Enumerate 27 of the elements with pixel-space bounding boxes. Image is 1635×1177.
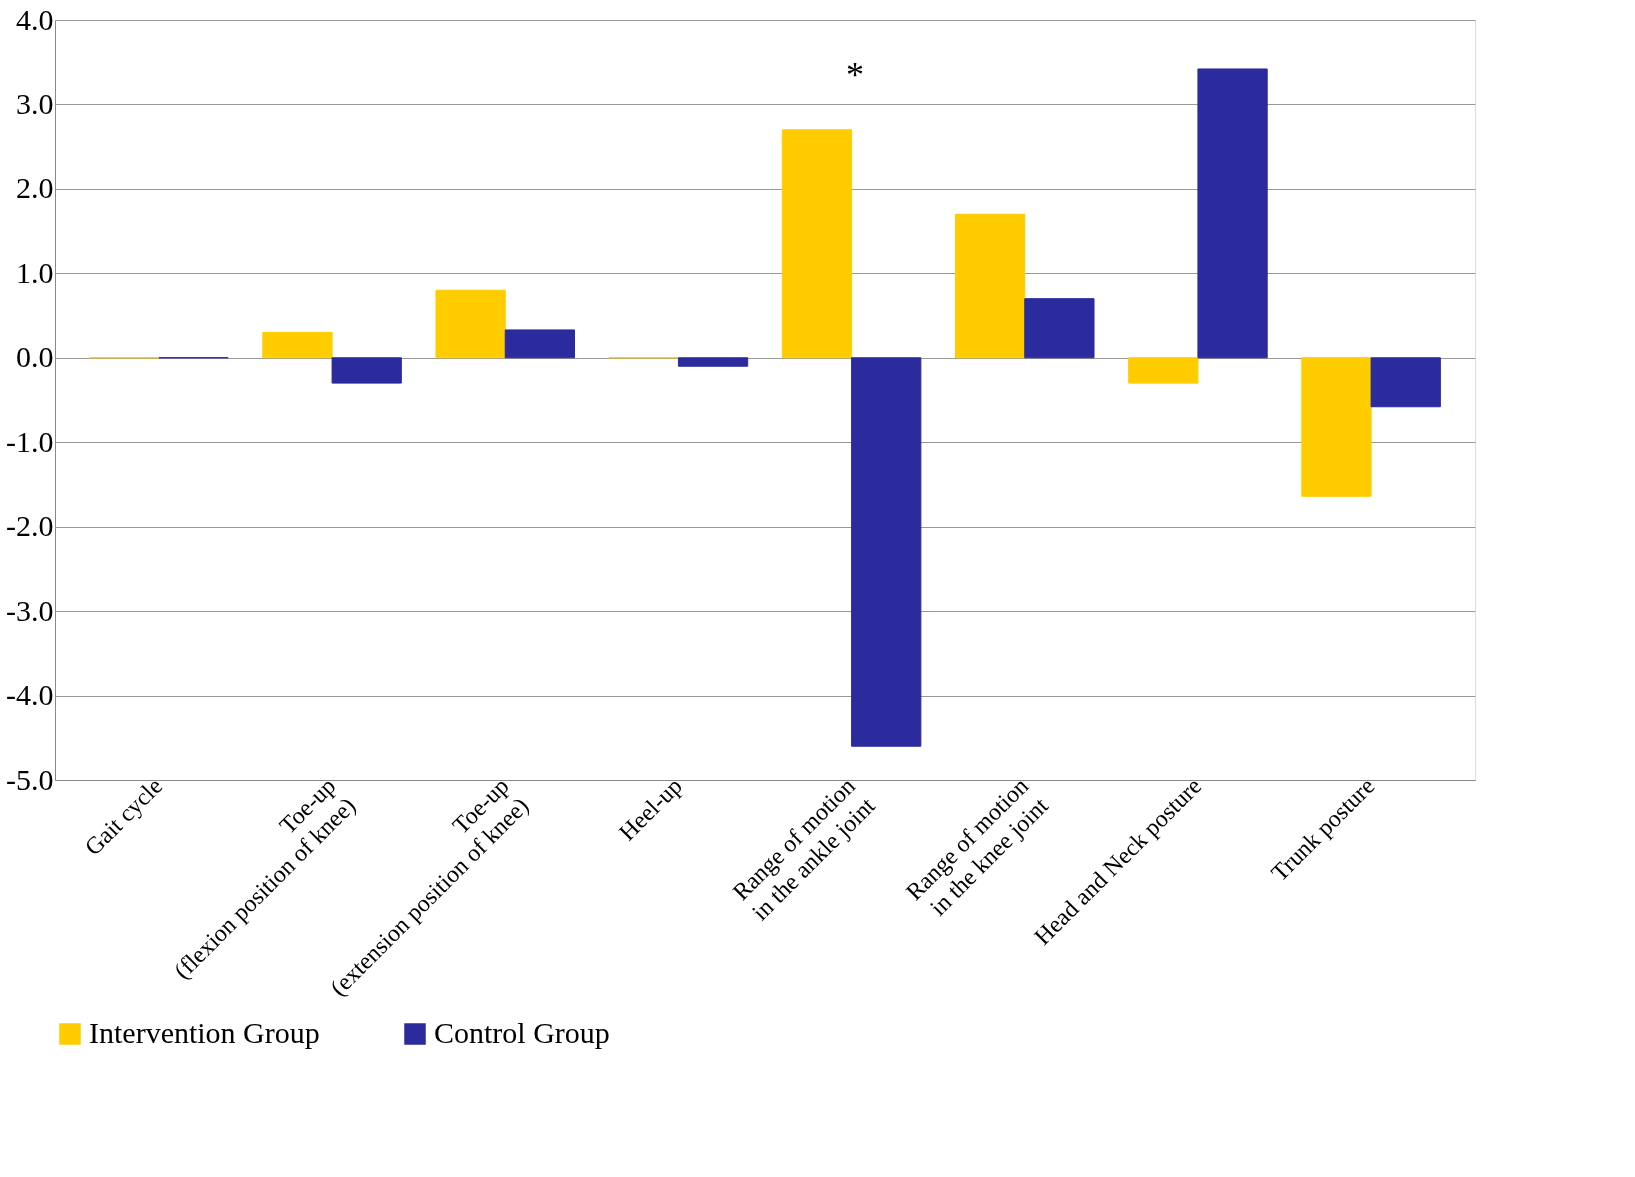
bar <box>504 329 576 359</box>
legend-label: Intervention Group <box>89 1016 320 1049</box>
y-tick-label: -1.0 <box>6 424 54 458</box>
y-tick-label: 3.0 <box>16 86 54 120</box>
y-tick-label: -5.0 <box>6 762 54 796</box>
bar <box>1301 357 1372 497</box>
y-tick-label: 1.0 <box>16 255 54 289</box>
legend-label: Control Group <box>434 1016 610 1049</box>
bar <box>1128 357 1199 384</box>
bar <box>1197 68 1268 359</box>
bar <box>1370 357 1441 408</box>
bar <box>851 357 922 747</box>
y-tick-label: -4.0 <box>6 678 54 712</box>
bar <box>435 289 506 359</box>
bar <box>677 357 749 367</box>
y-tick-label: 2.0 <box>16 171 54 205</box>
bar <box>262 331 333 359</box>
y-tick-label: -3.0 <box>6 593 54 627</box>
y-tick-label: -2.0 <box>6 509 54 543</box>
y-tick-label: 0.0 <box>16 340 54 374</box>
bar <box>954 213 1026 359</box>
y-tick-label: 4.0 <box>16 2 54 36</box>
bar <box>781 129 853 359</box>
bar <box>331 357 402 384</box>
annotation: * <box>846 55 864 95</box>
x-tick-label: Gait cycle <box>79 772 168 861</box>
bar <box>1024 298 1095 359</box>
